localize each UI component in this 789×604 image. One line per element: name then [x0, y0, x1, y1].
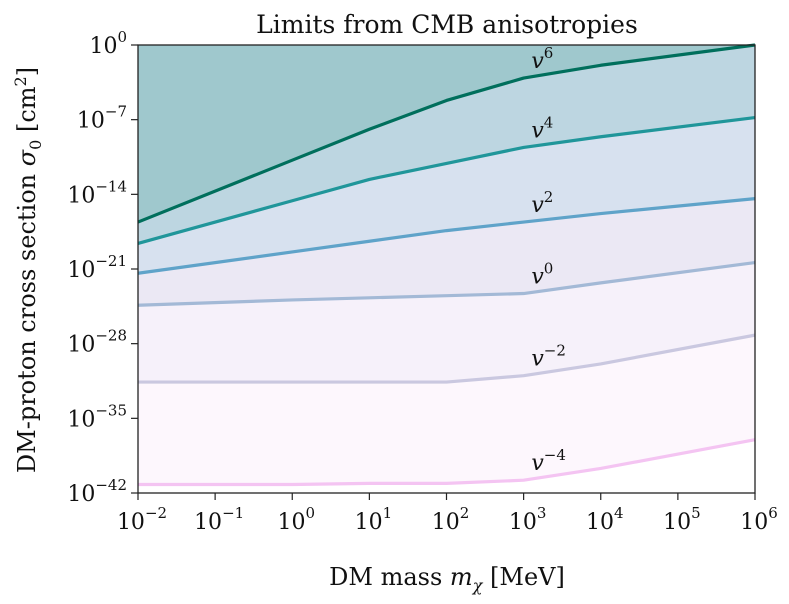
series-label-v4: v4 — [531, 113, 553, 143]
series-label-v6: v6 — [531, 44, 553, 74]
region-fills — [138, 45, 755, 485]
series-line-v-2 — [138, 333, 756, 384]
series-label-v-4: v−4 — [531, 446, 566, 476]
series-label-v0: v0 — [531, 259, 553, 289]
series-label-v-2: v−2 — [531, 341, 566, 371]
y-axis-ticks: 100 10−7 10−14 10−21 10−28 10−35 10−42 — [67, 28, 138, 507]
x-tick-label: 101 — [355, 504, 393, 535]
chart-title: Limits from CMB anisotropies — [256, 10, 638, 39]
y-tick-label: 10−28 — [67, 327, 127, 358]
y-tick-label: 10−21 — [67, 252, 127, 283]
x-axis-title: DM mass mχ [MeV] — [329, 563, 565, 595]
x-axis-ticks: 10−2 10−1 100 101 102 103 104 105 106 — [117, 493, 778, 535]
series-line-v6 — [137, 43, 756, 224]
y-tick-label: 100 — [89, 28, 127, 59]
series-line-v2 — [137, 197, 756, 275]
series-line-v4 — [137, 115, 756, 245]
y-axis-title: DM-proton cross section σ0 [cm2] — [11, 67, 45, 473]
y-tick-label: 10−14 — [67, 177, 127, 208]
series-line-v-4 — [138, 438, 756, 487]
series-labels: v6 v4 v2 v0 v−2 v−4 — [531, 44, 566, 476]
x-tick-label: 10−2 — [117, 504, 167, 535]
x-tick-label: 10−1 — [194, 504, 244, 535]
y-tick-label: 10−7 — [77, 103, 127, 134]
series-lines — [137, 43, 756, 487]
x-tick-label: 104 — [586, 504, 624, 535]
x-tick-label: 103 — [509, 504, 547, 535]
series-line-v0 — [137, 261, 756, 307]
series-label-v2: v2 — [531, 188, 553, 218]
y-tick-label: 10−35 — [67, 401, 127, 432]
x-tick-label: 100 — [277, 504, 315, 535]
x-tick-label: 106 — [740, 504, 778, 535]
region-fill-v6 — [138, 45, 755, 223]
x-tick-label: 105 — [663, 504, 701, 535]
x-tick-label: 102 — [432, 504, 470, 535]
y-tick-label: 10−42 — [67, 476, 127, 507]
